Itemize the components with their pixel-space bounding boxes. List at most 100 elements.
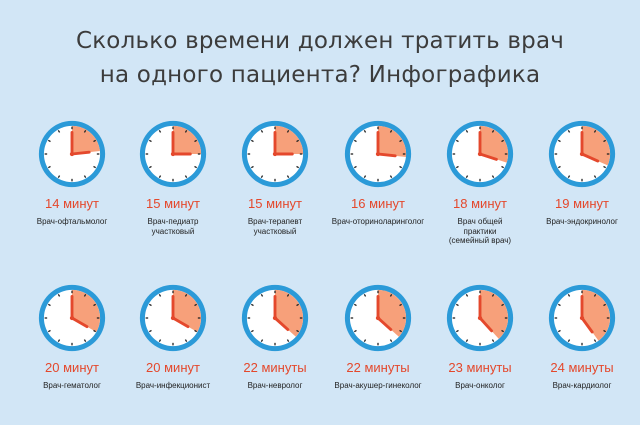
hour-tick (455, 303, 459, 307)
hour-tick (83, 293, 87, 297)
hour-tick (399, 329, 403, 333)
clock-center (170, 315, 176, 321)
minute-hand (70, 316, 89, 329)
elapsed-time-sector (480, 289, 509, 339)
hour-tick (491, 129, 495, 133)
hour-tick (593, 293, 597, 297)
elapsed-time-sector (275, 125, 304, 154)
hour-tick (148, 139, 152, 143)
hour-tick (389, 293, 393, 297)
hour-tick (47, 139, 51, 143)
hour-tick (399, 139, 403, 143)
doctor-name-line: Врач общей (457, 217, 503, 226)
clock-icon (344, 284, 412, 352)
minutes-label: 23 минуты (448, 360, 512, 375)
clock-icon (38, 120, 106, 188)
hour-tick (296, 303, 300, 307)
doctor-name-line: Врач-невролог (247, 381, 303, 390)
clock-icon (344, 120, 412, 188)
doctor-card: 20 минут Врач-инфекционист (121, 282, 225, 391)
hour-tick (286, 293, 290, 297)
title-line-1: Сколько времени должен тратить врач (75, 28, 565, 54)
hour-tick (286, 175, 290, 179)
hour-tick (57, 339, 61, 343)
hour-tick (557, 139, 561, 143)
clock-center (477, 151, 483, 157)
doctor-name-line: участковый (151, 226, 195, 236)
hour-tick (250, 139, 254, 143)
minutes-label: 24 минуты (550, 360, 614, 375)
clock-center (69, 151, 75, 157)
doctor-name: Врач-кардиолог (530, 381, 634, 391)
clock-center (69, 315, 75, 321)
hour-tick (603, 139, 607, 143)
hour-tick (567, 339, 571, 343)
clock-center (579, 315, 585, 321)
minute-hand (478, 316, 494, 333)
minute-hand (273, 316, 290, 332)
title-line-2: на одного пациента? Инфографика (99, 62, 541, 88)
hour-tick (501, 139, 505, 143)
clock-icon (241, 284, 309, 352)
hour-tick (363, 339, 367, 343)
doctor-name-line: Врач-гематолог (43, 381, 101, 390)
hour-tick (491, 175, 495, 179)
hour-tick (260, 293, 264, 297)
minute-hand (376, 152, 397, 158)
hour-tick (353, 303, 357, 307)
hour-tick (57, 293, 61, 297)
doctor-name-line: Врач-инфекционист (135, 381, 211, 390)
doctor-card: 20 минут Врач-гематолог (20, 282, 124, 391)
hour-tick (194, 165, 198, 169)
doctor-name-line: Врач-офтальмолог (36, 217, 108, 226)
hour-tick (465, 129, 469, 133)
hour-tick (399, 303, 403, 307)
minutes-label: 20 минут (146, 360, 200, 375)
hour-tick (399, 165, 403, 169)
hour-tick (353, 329, 357, 333)
hour-tick (194, 139, 198, 143)
hour-tick (465, 339, 469, 343)
clock-center (477, 315, 483, 321)
clock-icon (139, 284, 207, 352)
hour-tick (465, 175, 469, 179)
hour-tick (158, 175, 162, 179)
doctor-card: 19 минут Врач-эндокринолог (530, 118, 634, 227)
hour-tick (184, 339, 188, 343)
hour-tick (83, 339, 87, 343)
doctor-name: Врач-невролог (223, 381, 327, 391)
minutes-label: 16 минут (351, 196, 405, 211)
hour-tick (260, 339, 264, 343)
hour-tick (184, 293, 188, 297)
hour-tick (455, 329, 459, 333)
hour-tick (250, 303, 254, 307)
hour-tick (250, 329, 254, 333)
clock-icon (38, 284, 106, 352)
hour-tick (603, 303, 607, 307)
hour-tick (455, 139, 459, 143)
doctor-name: Врач-онколог (428, 381, 532, 391)
hour-tick (148, 329, 152, 333)
elapsed-time-sector (378, 125, 407, 157)
hour-tick (491, 293, 495, 297)
elapsed-time-sector (378, 289, 407, 337)
hour-tick (389, 175, 393, 179)
hour-tick (557, 303, 561, 307)
hour-tick (603, 165, 607, 169)
hour-tick (363, 175, 367, 179)
hour-tick (93, 165, 97, 169)
hour-tick (501, 329, 505, 333)
doctor-card: 16 минут Врач-оториноларинголог (326, 118, 430, 227)
clock-center (579, 151, 585, 157)
clock-center (375, 151, 381, 157)
clock-center (375, 315, 381, 321)
minutes-label: 22 минуты (346, 360, 410, 375)
elapsed-time-sector (480, 125, 509, 163)
doctor-name-line: Врач-терапевт (247, 217, 303, 226)
minutes-label: 19 минут (555, 196, 609, 211)
clock-icon (241, 120, 309, 188)
hour-tick (567, 293, 571, 297)
doctor-card: 15 минут Врач-педиатр участковый (121, 118, 225, 236)
hour-tick (567, 129, 571, 133)
hour-tick (557, 329, 561, 333)
